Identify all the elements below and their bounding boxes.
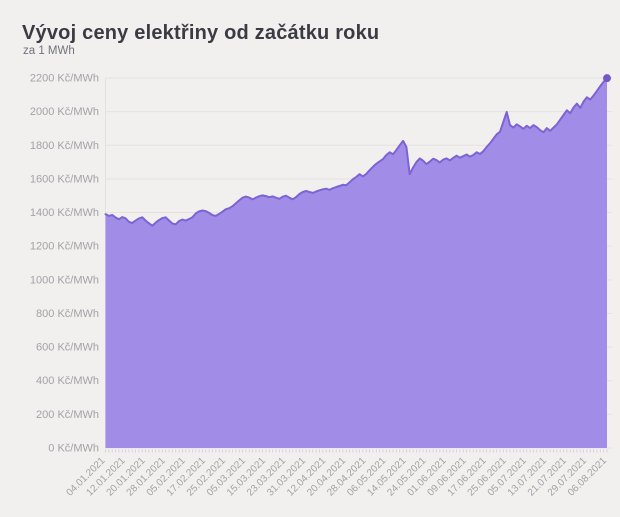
y-axis-label: 2200 Kč/MWh bbox=[30, 73, 99, 85]
y-axis-label: 400 Kč/MWh bbox=[36, 375, 99, 387]
y-axis-label: 800 Kč/MWh bbox=[36, 308, 99, 320]
y-axis-label: 600 Kč/MWh bbox=[36, 342, 99, 354]
y-axis-label: 1400 Kč/MWh bbox=[30, 207, 99, 219]
page-title: Vývoj ceny elektřiny od začátku roku bbox=[22, 22, 380, 44]
y-axis-label: 0 Kč/MWh bbox=[48, 443, 99, 455]
y-axis-label: 1200 Kč/MWh bbox=[30, 241, 99, 253]
y-axis-label: 200 Kč/MWh bbox=[36, 409, 99, 421]
price-line bbox=[104, 77, 608, 227]
price-area bbox=[105, 78, 607, 448]
y-axis-label: 1800 Kč/MWh bbox=[30, 140, 99, 152]
last-point-dot bbox=[603, 74, 611, 83]
y-axis-label: 1000 Kč/MWh bbox=[30, 274, 99, 286]
y-axis-label: 2000 Kč/MWh bbox=[30, 106, 99, 118]
y-axis-label: 1600 Kč/MWh bbox=[30, 173, 99, 185]
page-subtitle: za 1 MWh bbox=[23, 45, 75, 57]
